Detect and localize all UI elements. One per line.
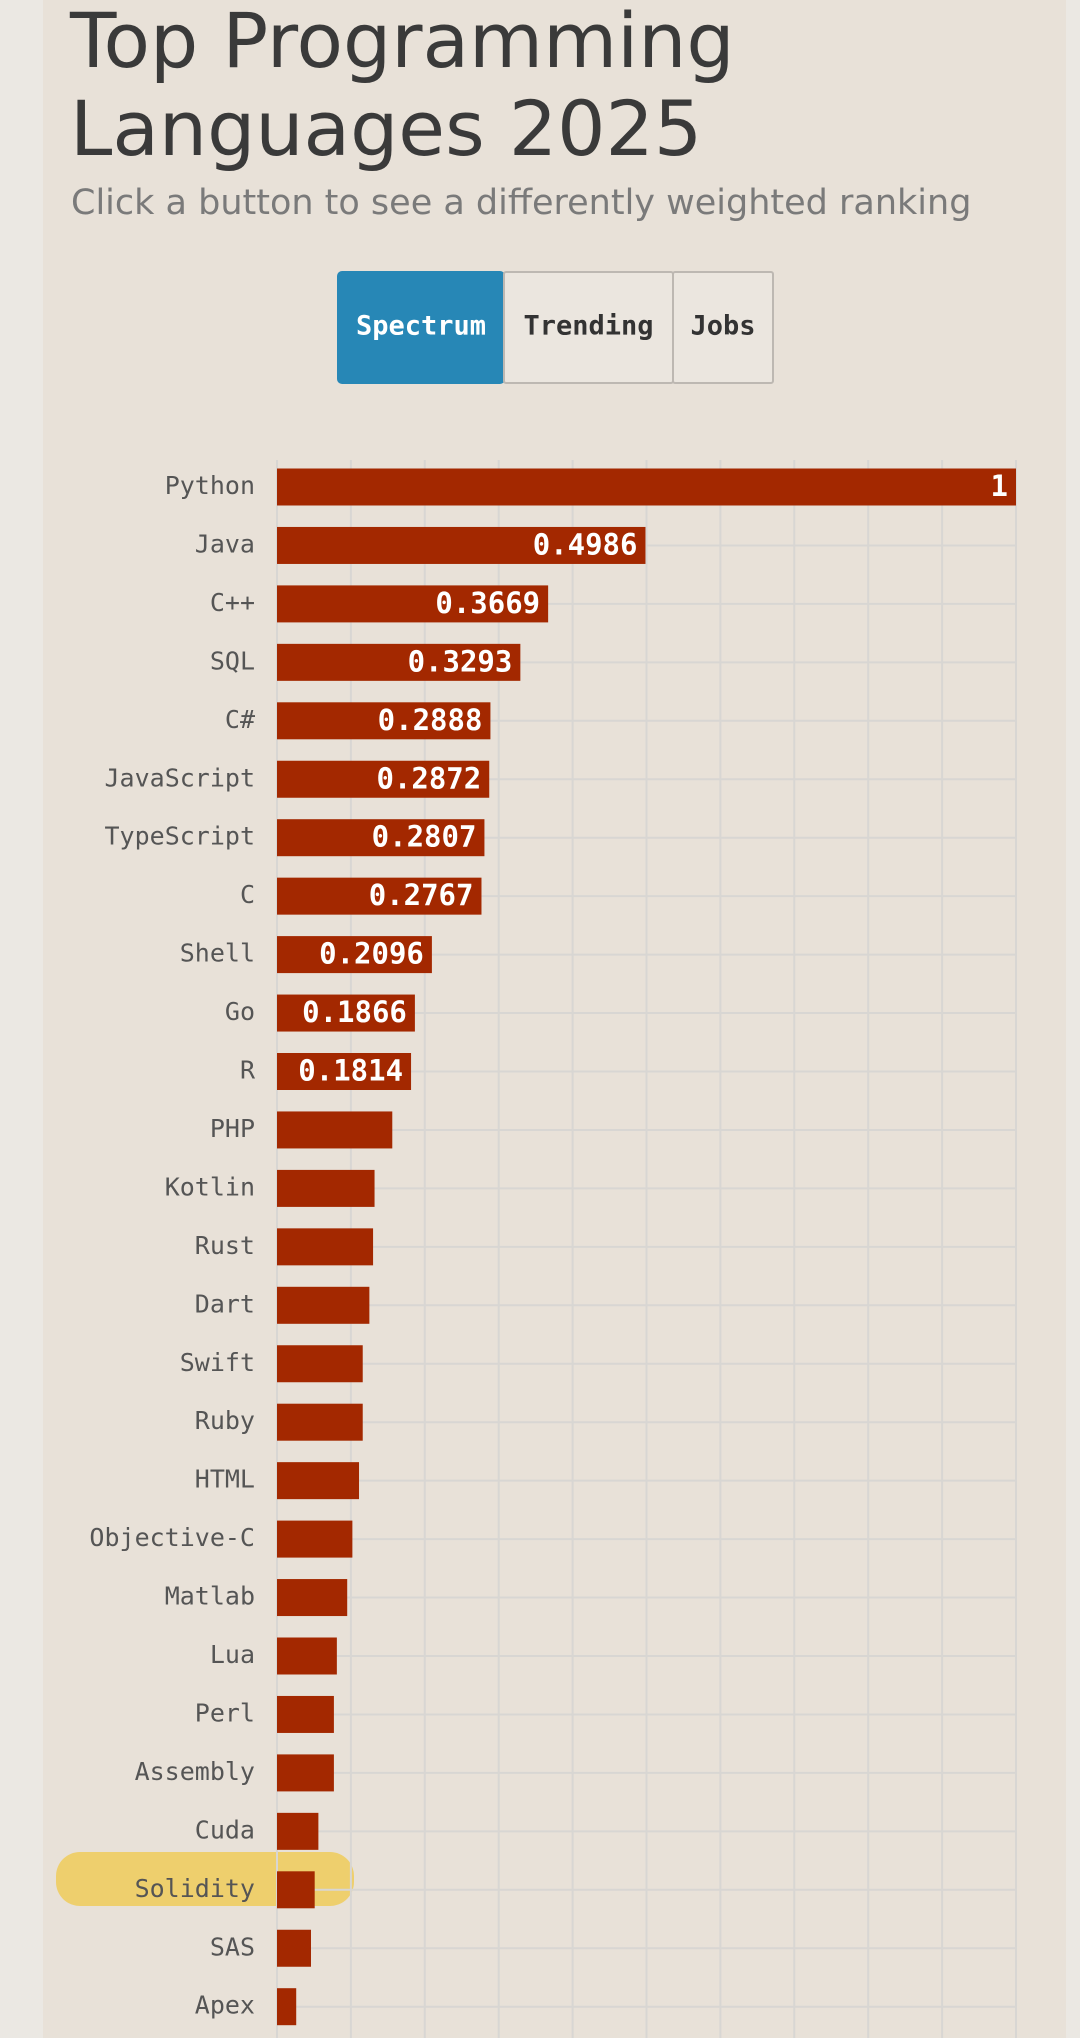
bar [277, 1988, 297, 2026]
value-label: 0.4986 [533, 527, 638, 561]
category-label: HTML [195, 1465, 255, 1494]
value-label: 0.3293 [408, 644, 513, 678]
bar [277, 585, 549, 623]
category-label: Perl [195, 1698, 255, 1727]
category-label: C [240, 880, 255, 909]
category-label: Cuda [195, 1815, 255, 1844]
bar [277, 1111, 393, 1149]
bar [277, 526, 646, 564]
bar [277, 1345, 363, 1383]
value-label: 0.3669 [435, 586, 540, 620]
bar [277, 1286, 370, 1324]
bar [277, 760, 490, 798]
bar [277, 1228, 374, 1266]
bar [277, 1053, 412, 1090]
bar [277, 1695, 334, 1733]
category-label: Java [195, 529, 255, 558]
category-label: Ruby [195, 1406, 255, 1435]
category-label: Lua [210, 1640, 255, 1669]
category-label: Swift [180, 1348, 255, 1377]
bar [277, 1579, 348, 1617]
bar [277, 1812, 319, 1850]
category-label: SAS [210, 1932, 255, 1961]
bar [277, 1637, 337, 1675]
bar [277, 1754, 334, 1792]
bar [277, 468, 1016, 506]
category-label: Objective-C [89, 1523, 255, 1552]
bar [277, 1403, 363, 1441]
value-label: 0.2807 [372, 820, 477, 854]
category-label: TypeScript [104, 822, 255, 851]
category-label: C++ [210, 588, 255, 617]
bar [277, 702, 491, 740]
ranking-button[interactable]: Spectrum [337, 271, 505, 384]
subtitle: Click a button to see a differently weig… [71, 183, 971, 223]
category-label: Go [225, 997, 255, 1026]
category-label: Kotlin [165, 1172, 255, 1201]
bar [277, 936, 432, 974]
value-label: 0.2096 [319, 937, 424, 971]
ranking-button[interactable]: Jobs [672, 271, 774, 384]
category-label: Apex [195, 1991, 255, 2020]
category-label: Assembly [135, 1757, 255, 1786]
title: Top Programming [69, 0, 735, 85]
category-label: C# [225, 705, 255, 734]
button-background [672, 271, 774, 384]
category-label: Python [165, 471, 255, 500]
category-label: SQL [210, 646, 255, 675]
category-label: Solidity [135, 1874, 255, 1903]
bar [277, 1462, 360, 1500]
value-label: 0.1866 [302, 995, 407, 1029]
category-label: Matlab [165, 1582, 255, 1611]
value-label: 0.2767 [369, 878, 474, 912]
value-label: 0.2872 [376, 761, 481, 795]
value-label: 1 [991, 469, 1008, 503]
category-label: Dart [195, 1289, 255, 1318]
bar [277, 994, 415, 1032]
bar [277, 1929, 311, 1967]
bar [277, 1169, 375, 1207]
value-label: 0.2888 [378, 703, 483, 737]
category-label: R [240, 1056, 256, 1085]
bar [277, 1871, 315, 1909]
value-label: 0.1814 [298, 1054, 403, 1088]
button-label: Spectrum [356, 311, 486, 342]
category-label: JavaScript [104, 763, 255, 792]
title: Languages 2025 [70, 84, 702, 173]
bar [277, 877, 482, 915]
button-label: Jobs [690, 311, 755, 342]
chart-area: Python 1 Java 0.4986 C++ 0.3669 SQL 0.3293 C# 0.2… [89, 460, 1017, 2038]
bar [277, 1520, 353, 1558]
bar [277, 819, 485, 857]
category-label: Rust [195, 1231, 255, 1260]
bar [277, 643, 521, 681]
ranking-button[interactable]: Trending [503, 271, 674, 384]
category-label: Shell [180, 939, 255, 968]
button-label: Trending [523, 311, 653, 342]
category-label: PHP [210, 1114, 255, 1143]
